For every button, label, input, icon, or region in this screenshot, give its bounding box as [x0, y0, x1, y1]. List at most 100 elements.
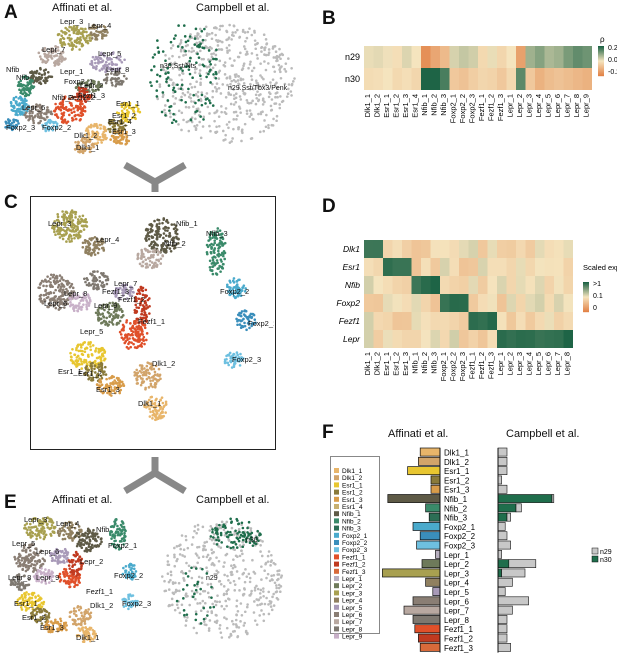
umap-cell-point — [209, 68, 212, 72]
umap-cell-point — [267, 48, 271, 51]
umap-cell-point — [251, 544, 255, 547]
umap-cell-point — [40, 531, 43, 534]
umap-cell-point — [199, 587, 202, 591]
umap-cell-point — [93, 270, 96, 273]
umap-cell-point — [89, 299, 92, 303]
heatmap-b-cell — [563, 68, 573, 90]
umap-cell-point — [54, 107, 58, 111]
heatmap-b-legend-swatch — [598, 55, 604, 57]
umap-cell-point — [132, 342, 135, 346]
heatmap-d-cell — [430, 258, 440, 276]
umap-cell-point — [82, 341, 85, 345]
heatmap-d-col-label: Lepr_2 — [506, 352, 515, 375]
umap-cell-point — [28, 88, 32, 92]
umap-cell-point — [46, 295, 50, 299]
umap-cell-point — [256, 86, 260, 89]
umap-cell-point — [24, 527, 27, 530]
umap-cell-point — [165, 240, 169, 243]
umap-cell-point — [71, 539, 74, 542]
umap-cell-point — [223, 251, 227, 255]
umap-cell-point — [232, 110, 236, 114]
umap-cell-point — [278, 106, 282, 110]
umap-cell-point — [54, 306, 58, 310]
umap-cell-point — [101, 59, 105, 62]
umap-cell-point — [73, 295, 76, 299]
umap-cell-point — [211, 272, 215, 276]
umap-cell-point — [75, 360, 79, 364]
umap-cell-point — [236, 519, 239, 522]
umap-cell-point — [174, 230, 177, 233]
umap-cell-point — [66, 36, 70, 40]
umap-cell-point — [91, 376, 95, 379]
umap-cell-point — [243, 321, 246, 325]
umap-cell-point — [218, 523, 221, 527]
umap-cell-point — [249, 101, 253, 105]
umap-cell-point — [14, 101, 18, 105]
umap-cell-point — [62, 559, 66, 562]
umap-cell-point — [167, 57, 171, 60]
umap-cell-point — [134, 296, 138, 300]
heatmap-d-col-label: Foxp2_1 — [439, 352, 448, 381]
umap-cell-point — [243, 621, 246, 625]
umap-cell-point — [12, 124, 15, 128]
umap-cell-point — [88, 531, 91, 535]
umap-cell-point — [289, 90, 293, 93]
umap-cell-point — [92, 32, 96, 36]
umap-cell-point — [40, 76, 44, 79]
umap-cell-point — [269, 104, 273, 108]
umap-cell-point — [112, 131, 116, 135]
umap-cell-point — [238, 530, 241, 534]
umap-cell-point — [86, 239, 90, 243]
umap-cell-point — [112, 389, 116, 393]
umap-cell-point — [88, 528, 91, 532]
panel-c-umap: Lepr_3Lepr_4Nfib_3Nfib_2Nfib_1Lepr_7Lepr… — [37, 209, 274, 422]
umap-cell-point — [44, 68, 48, 71]
umap-cell-point — [73, 353, 76, 357]
umap-cell-point — [37, 114, 40, 118]
umap-cell-point — [105, 69, 109, 73]
umap-cell-point — [65, 532, 68, 536]
umap-cell-point — [201, 38, 205, 42]
umap-cell-point — [91, 378, 95, 382]
umap-cell-point — [71, 348, 74, 351]
umap-cell-point — [147, 398, 151, 402]
heatmap-d-cell — [449, 258, 459, 276]
umap-cell-point — [77, 221, 81, 225]
umap-cell-point — [136, 382, 139, 385]
umap-cell-point — [201, 63, 205, 67]
umap-cell-point — [53, 226, 56, 229]
umap-cell-point — [118, 119, 121, 123]
umap-cell-point — [127, 342, 130, 346]
umap-cell-point — [68, 524, 72, 528]
umap-cell-point — [213, 620, 217, 624]
umap-cell-point — [216, 227, 220, 230]
umap-cell-point — [234, 623, 238, 626]
umap-cell-point — [43, 579, 47, 583]
umap-cell-point — [63, 530, 67, 533]
umap-cell-point — [219, 258, 223, 261]
umap-cell-point — [94, 350, 97, 353]
umap-cell-point — [201, 567, 204, 571]
umap-cell-point — [59, 302, 63, 305]
heatmap-b-col-label: Esr1_2 — [392, 94, 401, 118]
umap-cell-point — [267, 126, 270, 130]
umap-cell-point — [105, 57, 109, 60]
umap-cell-point — [164, 249, 168, 252]
umap-cell-point — [155, 243, 159, 247]
heatmap-d-legend-swatch — [583, 291, 589, 293]
umap-cell-point — [192, 105, 195, 108]
umap-cell-point — [125, 135, 129, 139]
umap-cell-point — [45, 79, 49, 83]
umap-cell-point — [118, 125, 122, 129]
heatmap-b-col-label: Nfib_2 — [430, 94, 439, 116]
umap-cell-point — [147, 386, 151, 389]
umap-cell-point — [160, 110, 164, 114]
umap-cell-point — [249, 592, 253, 595]
umap-cell-point — [18, 562, 22, 565]
umap-cell-point — [203, 544, 206, 548]
umap-cell-point — [232, 78, 236, 82]
umap-cell-point — [43, 55, 47, 58]
umap-cell-point — [44, 76, 47, 80]
umap-cell-point — [256, 587, 260, 591]
umap-cell-point — [109, 138, 112, 141]
